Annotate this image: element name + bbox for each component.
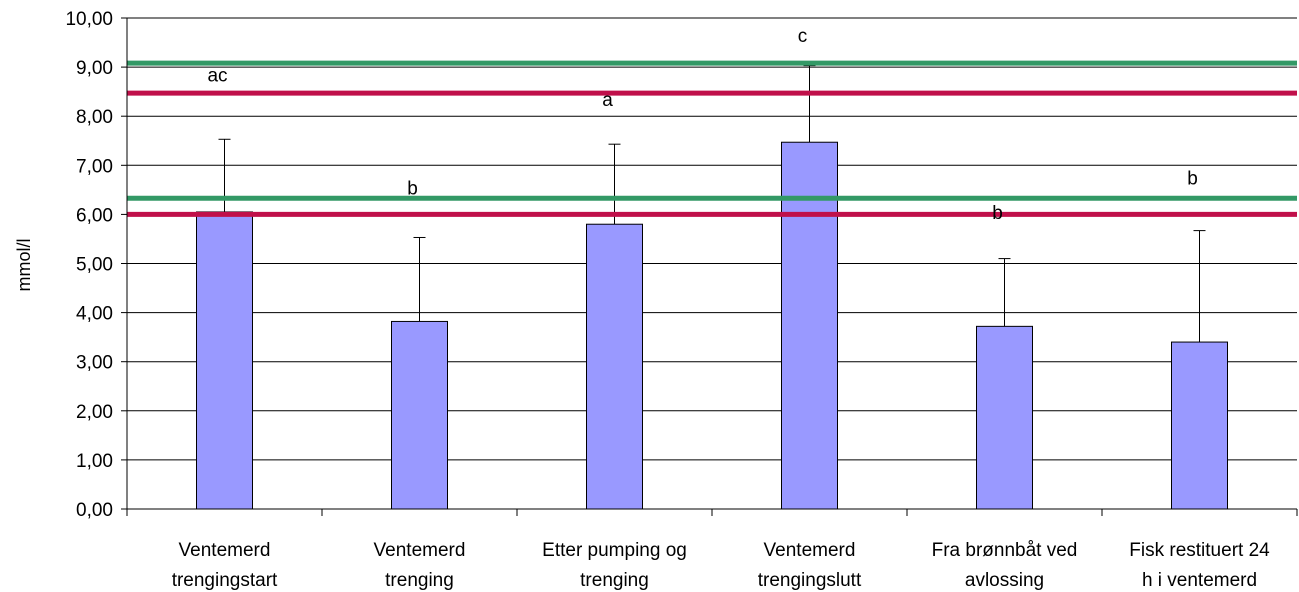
- error-bars: [218, 65, 1206, 343]
- y-tick-label: 0,00: [76, 500, 113, 521]
- x-tick-label-line: trengingstart: [172, 570, 278, 591]
- x-tick-label-line: trenging: [385, 570, 454, 591]
- y-tick-label: 4,00: [76, 304, 113, 325]
- y-axis-label: mmol/l: [14, 239, 34, 292]
- y-tick-label: 10,00: [65, 9, 113, 30]
- y-tick-label: 7,00: [76, 156, 113, 177]
- x-tick-label-line: Ventemerd: [179, 540, 271, 561]
- x-tick-label: Ventemerd trengingslutt: [758, 540, 862, 591]
- y-tick-label: 3,00: [76, 353, 113, 374]
- bar: [391, 320, 448, 510]
- significance-label: ac: [207, 65, 227, 86]
- significance-label: b: [407, 178, 418, 199]
- x-tick-label-line: Ventemerd: [374, 540, 466, 561]
- gridlines: [127, 17, 1297, 461]
- x-tick-label: Fisk restituert 24 h i ventemerd: [1129, 540, 1270, 591]
- x-tick-label-line: trengingslutt: [758, 570, 862, 591]
- x-tick-label-line: Fisk restituert 24: [1129, 540, 1270, 561]
- y-tick-label: 1,00: [76, 451, 113, 472]
- reference-lines: [127, 60, 1297, 217]
- x-tick-label-line: trenging: [580, 570, 649, 591]
- bar: [586, 223, 643, 510]
- x-tick-label-line: h i ventemerd: [1142, 570, 1257, 591]
- x-tick-label: Fra brønnbåt ved avlossing: [932, 540, 1078, 591]
- x-tick-label: Ventemerd trengingstart: [172, 540, 278, 591]
- bar: [1171, 341, 1228, 510]
- y-tick-label: 8,00: [76, 107, 113, 128]
- significance-label: b: [1187, 169, 1198, 190]
- x-tick-label: Etter pumping og trenging: [542, 540, 687, 591]
- y-tick-label: 5,00: [76, 255, 113, 276]
- x-tick-label-line: avlossing: [965, 570, 1044, 591]
- bar: [781, 141, 838, 510]
- y-tick-label: 9,00: [76, 58, 113, 79]
- y-tick-label: 2,00: [76, 402, 113, 423]
- significance-label: c: [798, 26, 808, 47]
- axes: [121, 17, 1298, 516]
- x-tick-label: Ventemerd trenging: [374, 540, 466, 591]
- x-tick-label-line: Fra brønnbåt ved: [932, 540, 1078, 561]
- significance-label: b: [992, 203, 1003, 224]
- x-tick-label-line: Etter pumping og: [542, 540, 687, 561]
- y-tick-label: 6,00: [76, 205, 113, 226]
- y-tick-labels: 0,00 1,00 2,00 3,00 4,00 5,00 6,00 7,00 8,00 9,00…: [65, 9, 113, 521]
- x-tick-label-line: Ventemerd: [764, 540, 856, 561]
- significance-label: a: [602, 90, 613, 111]
- bar: [196, 211, 253, 510]
- bar: [976, 325, 1033, 510]
